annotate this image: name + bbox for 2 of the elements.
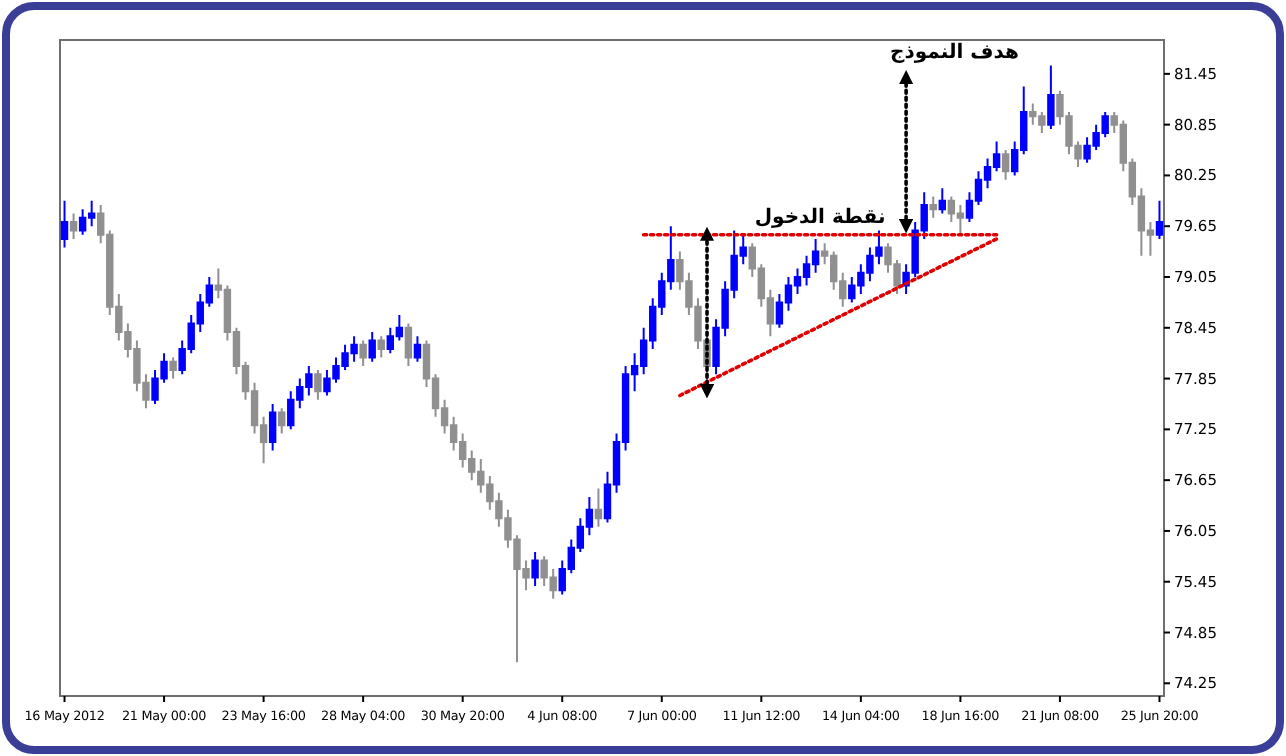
series-label: نقطة الدخول xyxy=(754,206,886,229)
series-label: هدف النموذج xyxy=(890,42,1019,65)
